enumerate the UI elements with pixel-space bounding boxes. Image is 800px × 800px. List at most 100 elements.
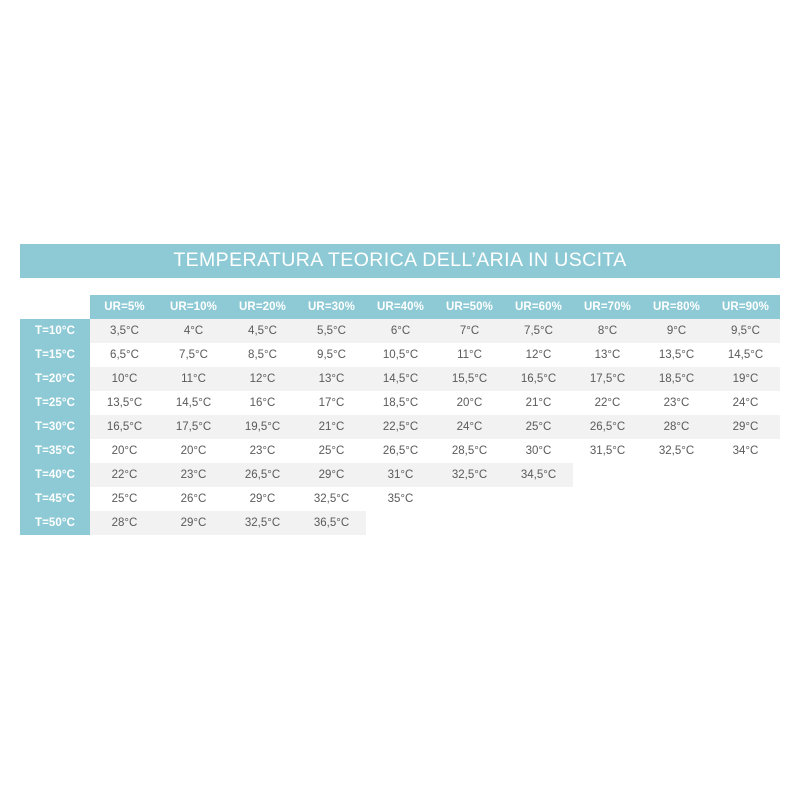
data-cell: 8,5°C [228, 343, 297, 367]
column-header-ur-60: UR=60% [504, 295, 573, 319]
data-cell-empty [504, 511, 573, 535]
data-cell: 34,5°C [504, 463, 573, 487]
data-cell: 19°C [711, 367, 780, 391]
row-header-t-50-c: T=50°C [20, 511, 90, 535]
data-cell: 5,5°C [297, 319, 366, 343]
data-cell: 9,5°C [297, 343, 366, 367]
data-cell: 24°C [711, 391, 780, 415]
data-cell: 18,5°C [642, 367, 711, 391]
data-cell: 24°C [435, 415, 504, 439]
data-cell-empty [573, 463, 642, 487]
data-cell: 13°C [573, 343, 642, 367]
data-cell: 21°C [504, 391, 573, 415]
data-cell: 29°C [297, 463, 366, 487]
data-cell: 10°C [90, 367, 159, 391]
data-cell: 22,5°C [366, 415, 435, 439]
data-cell: 25°C [297, 439, 366, 463]
data-cell-empty [711, 487, 780, 511]
data-cell: 6°C [366, 319, 435, 343]
table-row: T=35°C 20°C 20°C 23°C 25°C 26,5°C 28,5°C 30°C 31… [20, 439, 780, 463]
column-header-ur-70: UR=70% [573, 295, 642, 319]
table-body: T=10°C 3,5°C 4°C 4,5°C 5,5°C 6°C 7°C 7,5°C 8°C 9°… [20, 319, 780, 535]
column-header-ur-40: UR=40% [366, 295, 435, 319]
table-row: T=25°C 13,5°C 14,5°C 16°C 17°C 18,5°C 20°C 21°C… [20, 391, 780, 415]
data-cell: 17,5°C [159, 415, 228, 439]
table-title-banner: TEMPERATURA TEORICA DELL’ARIA IN USCITA [20, 244, 780, 278]
data-cell-empty [435, 487, 504, 511]
data-cell: 20°C [159, 439, 228, 463]
data-cell: 28°C [90, 511, 159, 535]
data-cell: 12°C [228, 367, 297, 391]
data-cell-empty [435, 511, 504, 535]
data-cell: 17°C [297, 391, 366, 415]
data-cell: 34°C [711, 439, 780, 463]
data-cell: 9°C [642, 319, 711, 343]
data-cell: 13°C [297, 367, 366, 391]
data-cell: 16,5°C [90, 415, 159, 439]
data-cell: 11°C [159, 367, 228, 391]
column-header-ur-80: UR=80% [642, 295, 711, 319]
data-cell: 28°C [642, 415, 711, 439]
column-header-ur-20: UR=20% [228, 295, 297, 319]
data-cell: 22°C [573, 391, 642, 415]
data-cell: 23°C [159, 463, 228, 487]
data-cell: 8°C [573, 319, 642, 343]
table-row: T=20°C 10°C 11°C 12°C 13°C 14,5°C 15,5°C 16,5°C… [20, 367, 780, 391]
column-header-ur-5: UR=5% [90, 295, 159, 319]
data-cell: 7°C [435, 319, 504, 343]
row-header-t-20-c: T=20°C [20, 367, 90, 391]
table-header-row: UR=5% UR=10% UR=20% UR=30% UR=40% UR=50% UR=60… [20, 295, 780, 319]
data-cell: 3,5°C [90, 319, 159, 343]
data-cell: 7,5°C [159, 343, 228, 367]
data-cell: 15,5°C [435, 367, 504, 391]
data-cell: 31,5°C [573, 439, 642, 463]
table-head: UR=5% UR=10% UR=20% UR=30% UR=40% UR=50% UR=60… [20, 295, 780, 319]
data-cell: 14,5°C [159, 391, 228, 415]
data-cell: 28,5°C [435, 439, 504, 463]
data-cell: 30°C [504, 439, 573, 463]
data-cell: 4,5°C [228, 319, 297, 343]
table-row: T=15°C 6,5°C 7,5°C 8,5°C 9,5°C 10,5°C 11°C 12°C… [20, 343, 780, 367]
data-cell: 23°C [228, 439, 297, 463]
data-cell: 18,5°C [366, 391, 435, 415]
column-header-ur-30: UR=30% [297, 295, 366, 319]
data-cell: 23°C [642, 391, 711, 415]
data-cell: 14,5°C [711, 343, 780, 367]
data-cell: 25°C [90, 487, 159, 511]
data-cell: 12°C [504, 343, 573, 367]
column-header-ur-90: UR=90% [711, 295, 780, 319]
table-corner-cell [20, 295, 90, 319]
column-header-ur-50: UR=50% [435, 295, 504, 319]
data-cell: 20°C [90, 439, 159, 463]
data-cell: 32,5°C [642, 439, 711, 463]
data-cell: 13,5°C [90, 391, 159, 415]
data-cell: 10,5°C [366, 343, 435, 367]
data-cell: 32,5°C [297, 487, 366, 511]
table-row: T=40°C 22°C 23°C 26,5°C 29°C 31°C 32,5°C 34,5°C [20, 463, 780, 487]
data-cell: 25°C [504, 415, 573, 439]
data-cell-empty [366, 511, 435, 535]
data-cell-empty [642, 463, 711, 487]
data-cell: 14,5°C [366, 367, 435, 391]
data-cell: 4°C [159, 319, 228, 343]
data-cell-empty [573, 487, 642, 511]
data-cell: 13,5°C [642, 343, 711, 367]
row-header-t-40-c: T=40°C [20, 463, 90, 487]
data-cell: 11°C [435, 343, 504, 367]
column-header-ur-10: UR=10% [159, 295, 228, 319]
data-cell-empty [642, 487, 711, 511]
data-cell-empty [573, 511, 642, 535]
data-cell-empty [642, 511, 711, 535]
data-cell: 35°C [366, 487, 435, 511]
data-cell-empty [711, 511, 780, 535]
data-cell: 26,5°C [228, 463, 297, 487]
data-cell: 7,5°C [504, 319, 573, 343]
row-header-t-30-c: T=30°C [20, 415, 90, 439]
data-cell: 32,5°C [228, 511, 297, 535]
data-cell: 29°C [159, 511, 228, 535]
data-cell-empty [711, 463, 780, 487]
page-title: TEMPERATURA TEORICA DELL’ARIA IN USCITA [173, 249, 627, 272]
data-cell: 16,5°C [504, 367, 573, 391]
data-cell: 19,5°C [228, 415, 297, 439]
